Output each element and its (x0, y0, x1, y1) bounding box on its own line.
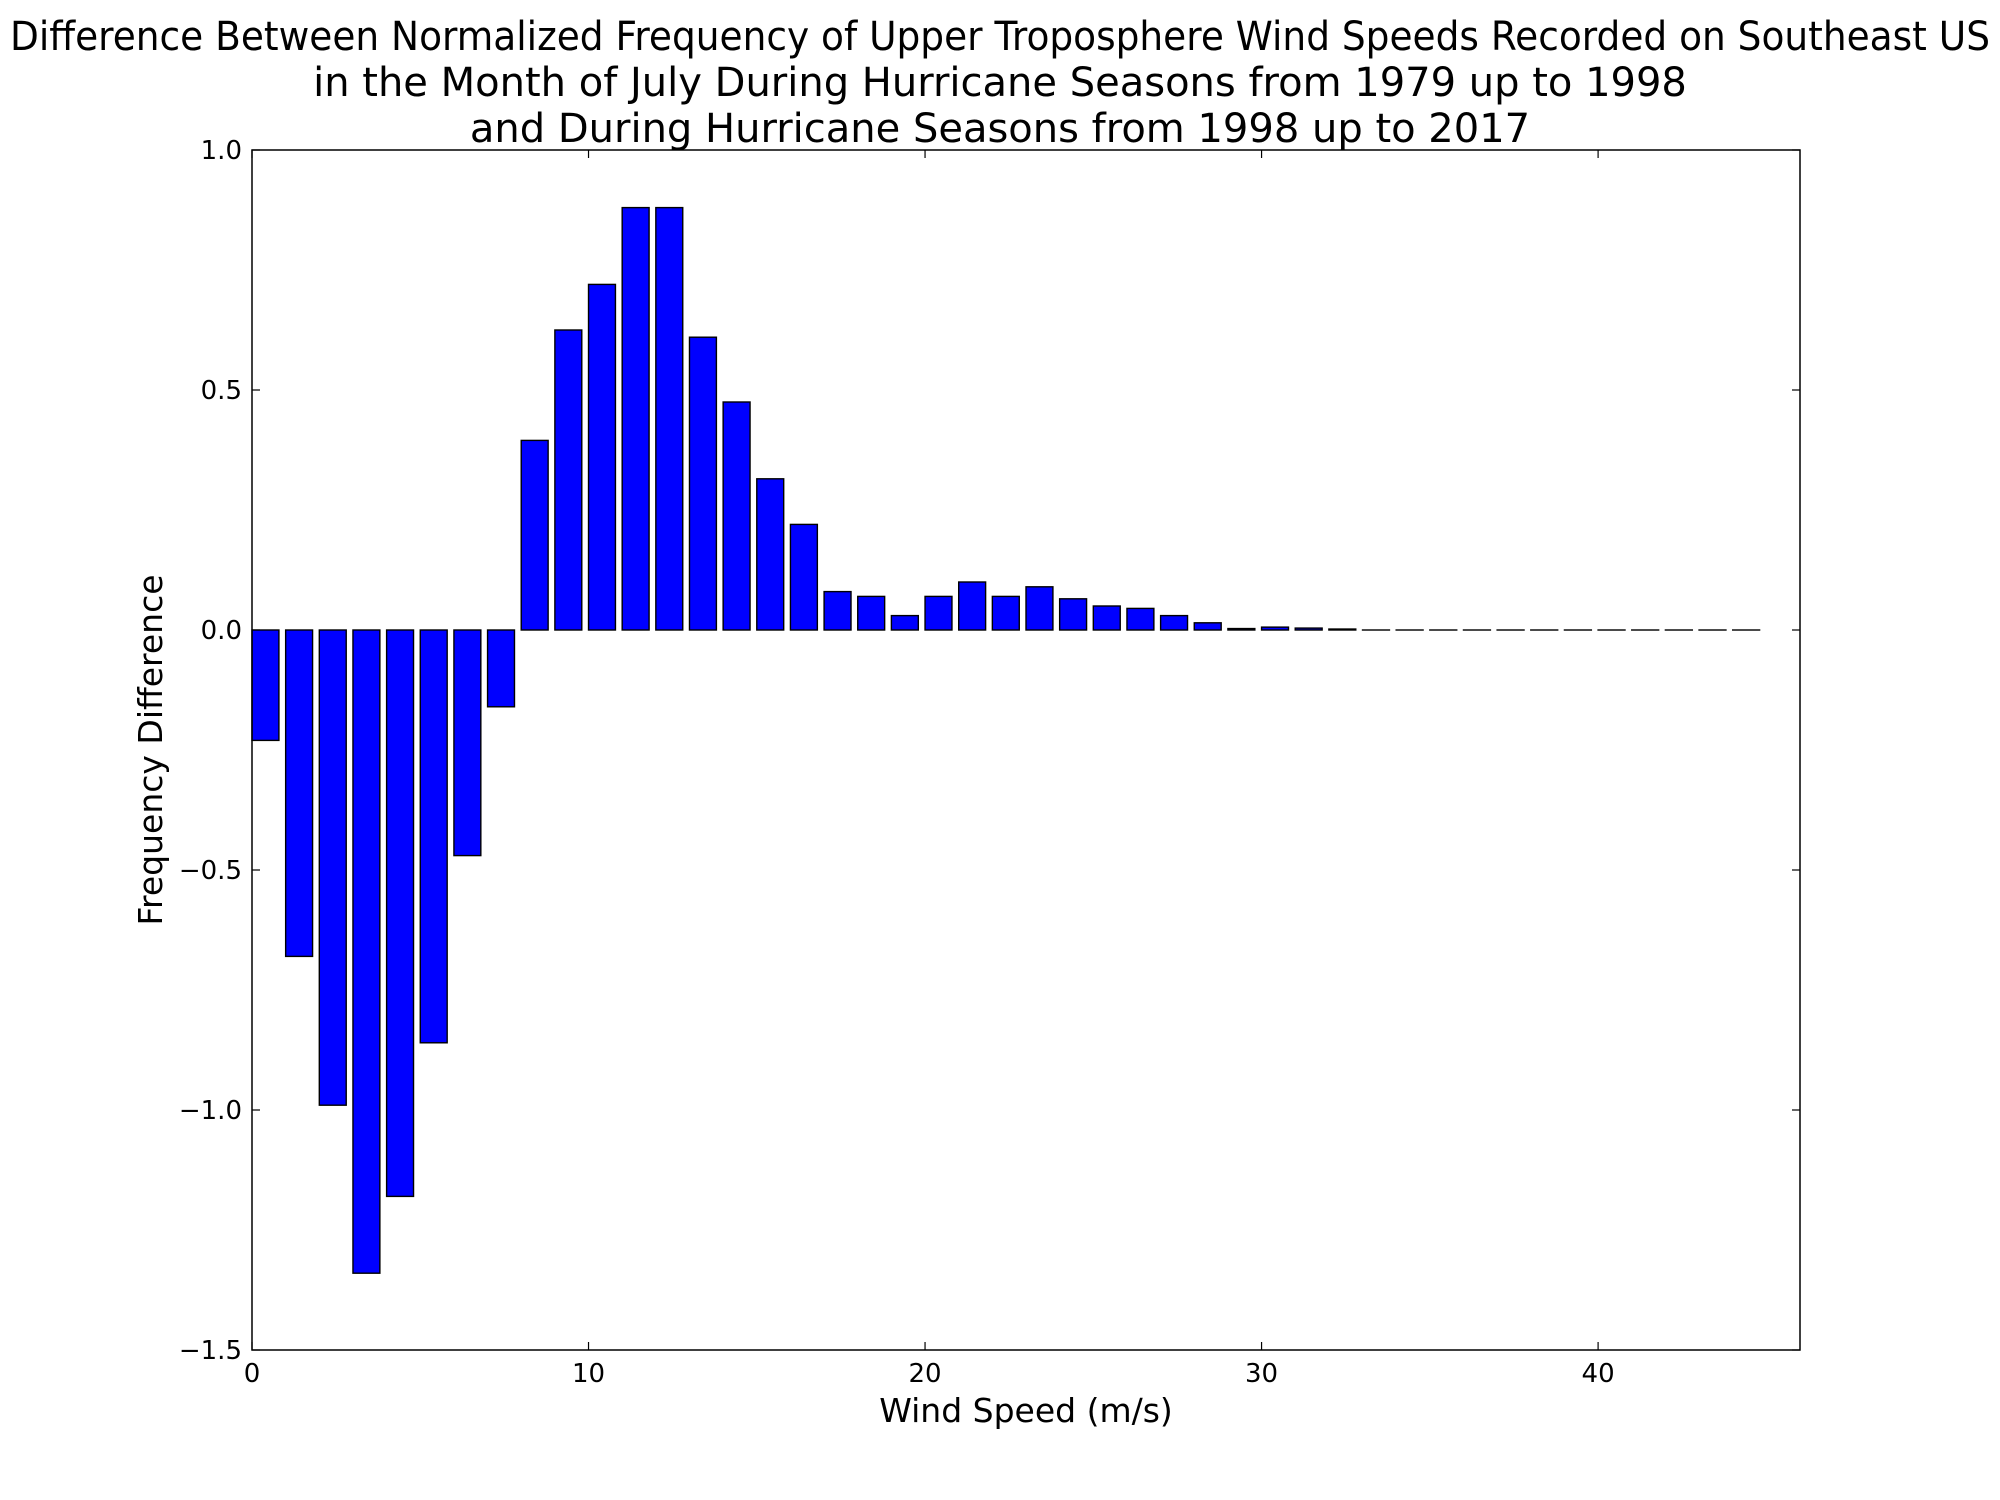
y-tick-label: 1.0 (201, 136, 242, 166)
y-axis-ticks: −1.5 −1.0 −0.5 0.0 0.5 1.0 (179, 136, 1800, 1366)
bar (453, 629, 482, 857)
bar (352, 629, 381, 1274)
bar-series (251, 206, 1761, 1274)
bar (1058, 598, 1088, 631)
bar (1294, 627, 1323, 631)
chart-title-line-3: and During Hurricane Seasons from 1998 u… (470, 106, 1530, 152)
x-tick-label: 10 (572, 1359, 605, 1389)
y-tick-label: −1.5 (179, 1336, 242, 1366)
bar (318, 629, 347, 1106)
bar (554, 329, 583, 631)
bar (722, 401, 751, 631)
bar (924, 595, 953, 631)
bar (251, 629, 280, 742)
chart-title-line-2: in the Month of July During Hurricane Se… (313, 60, 1687, 106)
bar (857, 595, 886, 631)
bar (587, 283, 617, 631)
bar (789, 523, 819, 631)
y-tick-label: 0.5 (201, 376, 242, 406)
bar (1193, 622, 1222, 631)
bar (385, 629, 415, 1198)
bar (1159, 614, 1189, 631)
bar (1126, 607, 1155, 631)
bar (756, 478, 785, 631)
bar (486, 629, 516, 708)
x-axis-label: Wind Speed (m/s) (879, 1391, 1173, 1430)
y-axis-label: Frequency Difference (131, 574, 170, 925)
bar (1092, 605, 1121, 631)
x-tick-label: 20 (908, 1359, 941, 1389)
bar (957, 581, 987, 631)
bar (1328, 628, 1357, 631)
chart-title-line-1: Difference Between Normalized Frequency … (10, 14, 1990, 60)
bar (284, 629, 314, 958)
x-tick-label: 30 (1245, 1359, 1278, 1389)
bar (419, 629, 448, 1044)
bar (1260, 626, 1290, 631)
bar (688, 336, 718, 631)
bar (520, 439, 549, 631)
chart-title: Difference Between Normalized Frequency … (10, 14, 1990, 152)
x-axis-ticks: 0 10 20 30 40 (244, 150, 1615, 1389)
y-tick-label: −1.0 (179, 1096, 242, 1126)
x-tick-label: 0 (244, 1359, 261, 1389)
y-tick-label: 0.0 (201, 616, 242, 646)
bar (890, 614, 920, 631)
bar (1025, 586, 1054, 631)
bar (655, 206, 684, 631)
x-tick-label: 40 (1582, 1359, 1615, 1389)
bar (621, 206, 650, 631)
bar (991, 595, 1020, 631)
plot-frame (251, 149, 1801, 1351)
bar (1227, 627, 1256, 631)
y-tick-label: −0.5 (179, 856, 242, 886)
bar (823, 590, 852, 631)
